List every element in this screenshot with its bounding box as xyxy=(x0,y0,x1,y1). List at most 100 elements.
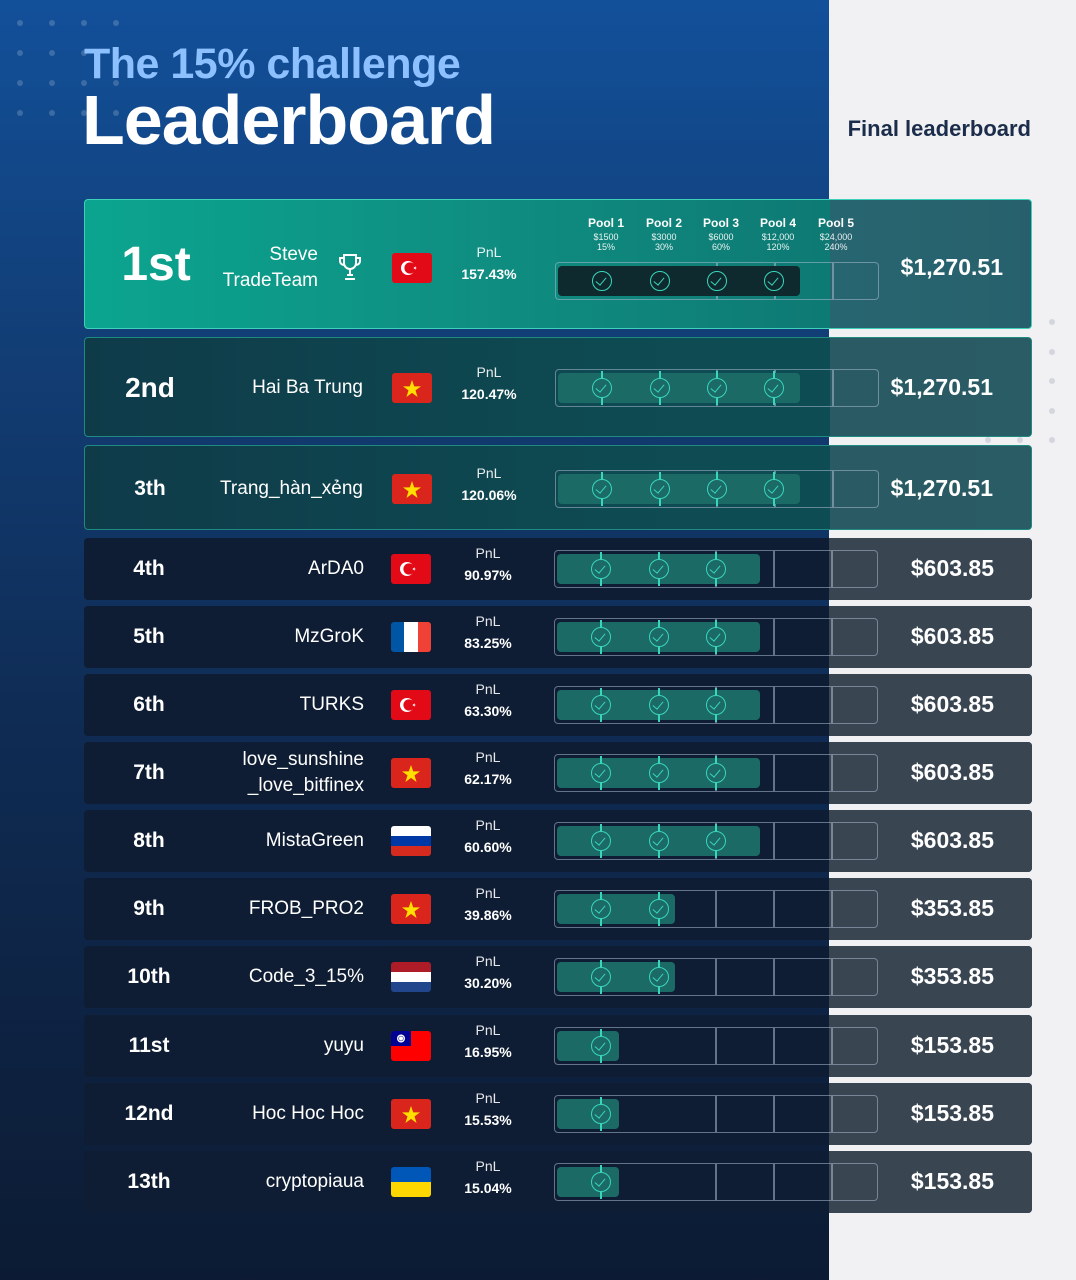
trophy-icon xyxy=(337,252,363,282)
pnl-value: 39.86% xyxy=(464,907,512,923)
pool-amount: $1500 xyxy=(593,232,619,242)
vietnam-flag-icon xyxy=(391,894,431,924)
track-divider xyxy=(773,551,775,587)
dot xyxy=(113,80,119,86)
track-divider xyxy=(773,959,775,995)
track-divider xyxy=(831,1164,833,1200)
tick-mark xyxy=(658,647,660,654)
leaderboard-row: 8th MistaGreen PnL 60.60% $603.85 xyxy=(84,810,1032,872)
tick-mark xyxy=(658,715,660,722)
rank-label: 6th xyxy=(133,693,165,716)
check-icon xyxy=(591,1029,611,1063)
trader-name: Code_3_15% xyxy=(248,966,364,987)
dot xyxy=(1049,348,1055,355)
rank-label: 8th xyxy=(133,829,165,852)
leaderboard-row: 3th Trang_hàn_xẻng PnL 120.06% $1,270.51 xyxy=(84,445,1032,530)
prize-panel xyxy=(830,446,1031,529)
tick-mark xyxy=(715,715,717,722)
pnl-value: 120.06% xyxy=(461,486,517,503)
pool-name: Pool 4 xyxy=(759,216,796,230)
check-icon xyxy=(650,471,670,506)
check-icon xyxy=(707,271,727,291)
leaderboard-row: 10th Code_3_15% PnL 30.20% $353.85 xyxy=(84,946,1032,1008)
dot xyxy=(17,50,23,56)
leaderboard-row: 5th MzGroK PnL 83.25% $603.85 xyxy=(84,606,1032,668)
trader-name: Hai Ba Trung xyxy=(252,377,363,398)
leaderboard-row: 7th love_sunshine _love_bitfinex PnL 62.17%… xyxy=(84,742,1032,804)
tick-mark xyxy=(600,647,602,654)
dot xyxy=(1049,378,1055,384)
trader-name: Steve TradeTeam xyxy=(222,244,318,291)
turkey-flag-icon xyxy=(391,690,431,720)
vietnam-flag-icon xyxy=(391,758,431,788)
prize-panel xyxy=(829,1015,1032,1077)
netherlands-flag-icon xyxy=(391,962,431,992)
tick-mark xyxy=(600,1056,602,1063)
prize-panel xyxy=(829,1083,1032,1145)
dot xyxy=(1049,319,1055,325)
pnl-label: PnL xyxy=(476,464,502,481)
rank-label: 2nd xyxy=(125,372,175,403)
prize-panel xyxy=(829,1151,1032,1213)
pnl-label: PnL xyxy=(475,681,501,697)
pool-amount: $6000 xyxy=(708,232,734,242)
taiwan-flag-icon xyxy=(391,1031,431,1061)
pnl-value: 60.60% xyxy=(464,839,512,855)
check-icon xyxy=(706,688,726,722)
trader-name: Trang_hàn_xẻng xyxy=(220,477,363,499)
tick-mark xyxy=(600,1029,602,1036)
track-divider xyxy=(831,891,833,927)
tick-mark xyxy=(773,371,775,378)
pool-progress-track xyxy=(554,822,878,860)
tick-mark xyxy=(600,756,602,763)
pool-percent: 30% xyxy=(654,242,673,252)
tick-mark xyxy=(715,688,717,695)
track-divider xyxy=(715,1096,717,1132)
pnl-block: PnL 15.04% xyxy=(448,1158,528,1196)
ukraine-flag-icon xyxy=(391,1167,431,1197)
dot xyxy=(1017,437,1023,443)
check-icon xyxy=(591,892,611,926)
leaderboard-row: 4th ArDA0 PnL 90.97% $603.85 xyxy=(84,538,1032,600)
dot xyxy=(81,110,87,116)
dot xyxy=(49,80,55,86)
check-icon xyxy=(591,1097,611,1131)
tick-mark xyxy=(600,783,602,790)
tick-mark xyxy=(600,688,602,695)
vietnam-flag-icon xyxy=(392,473,432,504)
dot xyxy=(81,50,87,56)
prize-panel xyxy=(829,742,1032,804)
tick-mark xyxy=(601,498,603,506)
dot xyxy=(81,20,87,26)
tick-mark xyxy=(601,471,603,479)
prize-amount: $1,270.51 xyxy=(890,474,993,501)
pnl-block: PnL 90.97% xyxy=(448,545,528,583)
check-icon xyxy=(591,688,611,722)
pnl-label: PnL xyxy=(475,953,501,969)
tick-mark xyxy=(715,756,717,763)
pool-progress-track xyxy=(555,262,879,300)
tick-mark xyxy=(658,688,660,695)
pnl-value: 83.25% xyxy=(464,635,512,651)
tick-mark xyxy=(715,552,717,559)
turkey-flag-icon xyxy=(391,554,431,584)
prize-amount: $603.85 xyxy=(910,555,994,581)
pnl-label: PnL xyxy=(476,364,502,380)
track-divider xyxy=(832,263,834,299)
track-divider xyxy=(773,823,775,859)
check-icon xyxy=(591,1165,611,1199)
track-divider xyxy=(715,891,717,927)
pnl-label: PnL xyxy=(475,1158,501,1174)
pool-percent: 15% xyxy=(596,242,615,252)
tick-mark xyxy=(601,398,603,405)
tick-mark xyxy=(601,371,603,378)
pnl-block: PnL 60.60% xyxy=(448,817,528,855)
rank-label: 3th xyxy=(134,477,166,500)
trader-name: MzGroK xyxy=(294,626,364,647)
rank-label: 1st xyxy=(121,238,191,291)
tick-mark xyxy=(716,398,718,405)
tick-mark xyxy=(658,756,660,763)
track-divider xyxy=(831,959,833,995)
prize-amount: $603.85 xyxy=(910,691,994,717)
trader-name: Hoc Hoc Hoc xyxy=(252,1103,364,1124)
